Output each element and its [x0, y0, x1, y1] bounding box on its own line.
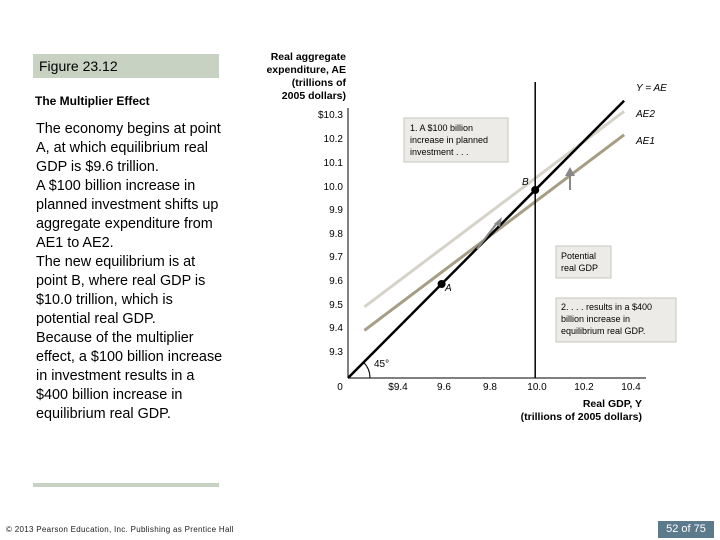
description-paragraph-2: A $100 billion increase in planned inves…: [36, 178, 219, 251]
x-tick-label: 10.2: [574, 382, 594, 393]
series-label-y-equals-ae: Y = AE: [636, 83, 667, 94]
annotation-potential-gdp: Potential real GDP: [555, 245, 612, 279]
x-tick-label: 9.8: [483, 382, 497, 393]
annotation-potential-gdp-line-1: Potential: [561, 251, 596, 261]
equilibrium-point-b: [531, 186, 540, 194]
figure-label: Figure 23.12: [33, 54, 219, 78]
point-b-label: B: [522, 177, 529, 188]
y-tick-labels: $10.3 10.2 10.1 10.0 9.9 9.8 9.7 9.6 9.5…: [318, 110, 343, 358]
description-underline: [33, 483, 219, 487]
x-tick-label: 9.6: [437, 382, 451, 393]
annotation-multiplier-result-line-2: billion increase in: [561, 314, 630, 324]
annotation-investment: 1. A $100 billion increase in planned in…: [403, 117, 509, 163]
y-tick-label: 9.4: [329, 323, 343, 334]
description: The economy begins at point A, at which …: [36, 120, 226, 424]
y-tick-label: 9.9: [329, 205, 343, 216]
annotation-multiplier-result-line-3: equilibrium real GDP.: [561, 326, 645, 336]
y-equals-ae-line: [347, 99, 626, 379]
copyright-footer: © 2013 Pearson Education, Inc. Publishin…: [6, 525, 234, 534]
description-paragraph-3: The new equilibrium is at point B, where…: [36, 254, 206, 327]
series-label-ae2: AE2: [635, 109, 655, 120]
x-tick-labels: 0 $9.4 9.6 9.8 10.0 10.2 10.4: [337, 382, 641, 393]
y-tick-label: $10.3: [318, 110, 343, 121]
y-tick-label: 9.3: [329, 347, 343, 358]
annotation-investment-line-1: 1. A $100 billion: [410, 123, 473, 133]
y-tick-label: 9.7: [329, 252, 343, 263]
x-axis-title: Real GDP, Y (trillions of 2005 dollars): [521, 398, 642, 423]
shift-arrow-left: [476, 217, 502, 250]
multiplier-chart: Real aggregate expenditure, AE (trillion…: [266, 51, 677, 423]
angle-label: 45°: [374, 359, 389, 370]
series-label-ae1: AE1: [635, 136, 655, 147]
page-indicator: 52 of 75: [658, 521, 714, 538]
y-axis-title-line-4: 2005 dollars): [282, 90, 346, 102]
figure-title: The Multiplier Effect: [35, 94, 150, 108]
x-tick-label: $9.4: [388, 382, 408, 393]
annotation-potential-gdp-line-2: real GDP: [561, 263, 598, 273]
description-paragraph-1: The economy begins at point A, at which …: [36, 121, 221, 175]
x-tick-label: 10.0: [527, 382, 547, 393]
y-tick-label: 10.1: [324, 158, 344, 169]
y-axis-title-line-2: expenditure, AE: [266, 64, 346, 76]
y-tick-label: 10.2: [324, 134, 344, 145]
equilibrium-point-a: [437, 280, 446, 288]
angle-arc: [363, 362, 371, 379]
annotation-investment-line-2: increase in planned: [410, 135, 488, 145]
annotation-investment-line-3: investment . . .: [410, 147, 469, 157]
annotation-multiplier-result-line-1: 2. . . . results in a $400: [561, 302, 652, 312]
x-tick-label: 0: [337, 382, 343, 393]
description-paragraph-4: Because of the multiplier effect, a $100…: [36, 330, 223, 422]
annotation-multiplier-result: 2. . . . results in a $400 billion incre…: [555, 297, 677, 343]
x-axis-title-line-2: (trillions of 2005 dollars): [521, 411, 642, 423]
y-tick-label: 9.5: [329, 300, 343, 311]
shift-arrow-right: [565, 167, 575, 190]
y-axis-title-line-3: (trillions of: [292, 77, 347, 89]
y-axis-title-line-1: Real aggregate: [271, 51, 346, 63]
y-tick-label: 9.8: [329, 229, 343, 240]
y-tick-label: 10.0: [324, 182, 344, 193]
x-axis-title-line-1: Real GDP, Y: [583, 398, 642, 410]
x-tick-label: 10.4: [621, 382, 641, 393]
y-tick-label: 9.6: [329, 276, 343, 287]
y-axis-title: Real aggregate expenditure, AE (trillion…: [266, 51, 346, 102]
point-a-label: A: [444, 283, 452, 294]
